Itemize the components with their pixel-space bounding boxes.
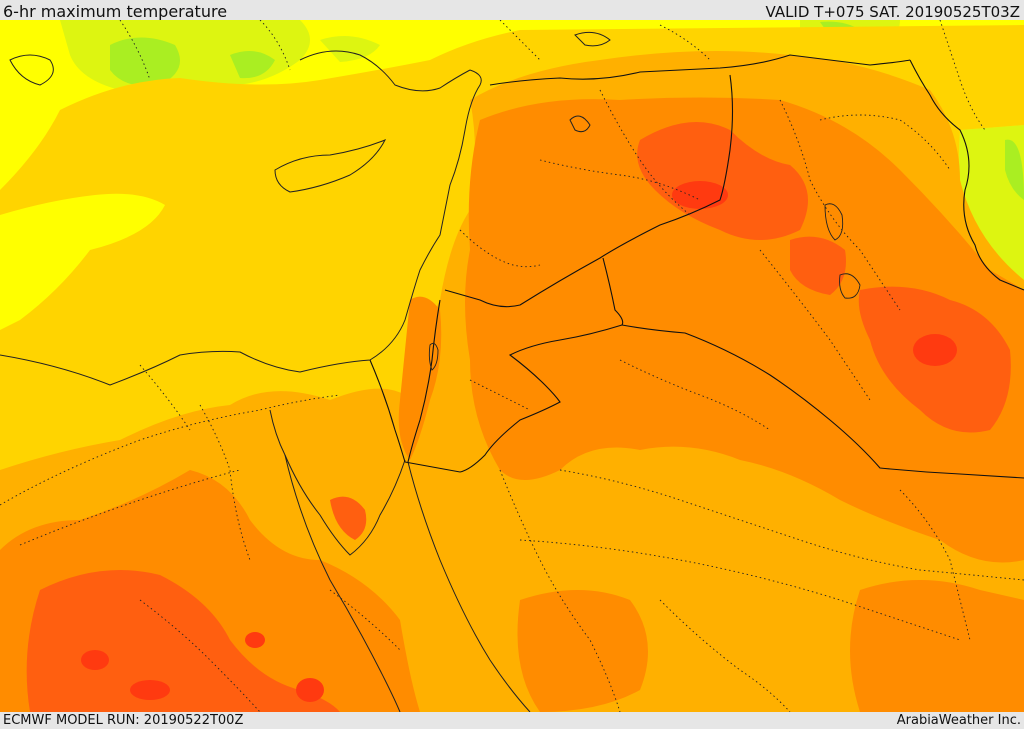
model-run: ECMWF MODEL RUN: 20190522T00Z bbox=[3, 713, 244, 728]
valid-time: VALID T+075 SAT. 20190525T03Z bbox=[765, 3, 1020, 21]
sea-zone bbox=[0, 193, 165, 330]
coastlines bbox=[0, 31, 611, 712]
cyprus-outline bbox=[274, 139, 387, 193]
lakes bbox=[428, 203, 861, 371]
temperature-map[interactable] bbox=[0, 20, 1024, 712]
credit-label: ArabiaWeather Inc. bbox=[896, 713, 1021, 728]
province-boundaries bbox=[0, 20, 1024, 712]
orange-zone bbox=[465, 97, 1024, 563]
country-borders bbox=[369, 54, 1024, 479]
orange-zone-south bbox=[517, 590, 648, 712]
red-zones bbox=[81, 181, 957, 702]
footer-bar: ECMWF MODEL RUN: 20190522T00Z ArabiaWeat… bbox=[0, 712, 1024, 729]
header-bar: 6-hr maximum temperature VALID T+075 SAT… bbox=[0, 0, 1024, 20]
map-title: 6-hr maximum temperature bbox=[3, 2, 228, 21]
orange-zone-south-east bbox=[850, 580, 1024, 712]
orange-zone-jordan-rift bbox=[398, 296, 442, 460]
